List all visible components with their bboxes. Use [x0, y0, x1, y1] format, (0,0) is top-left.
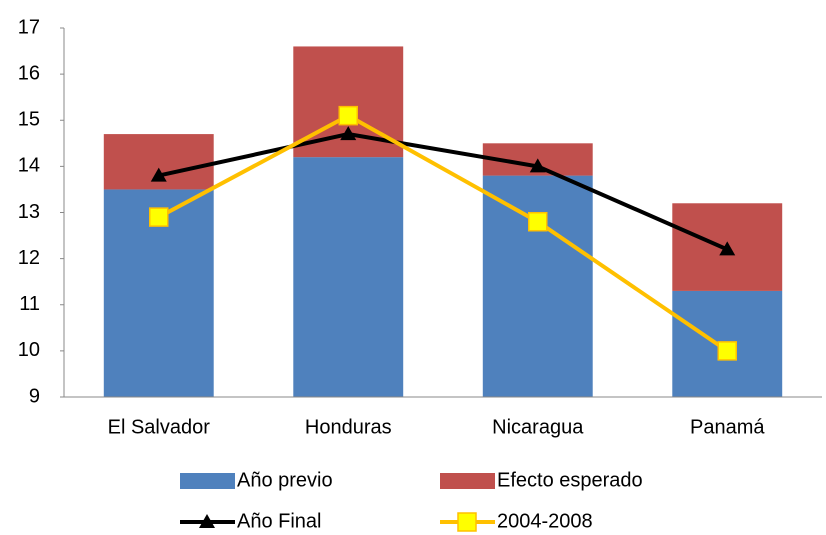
legend-swatch: [440, 473, 495, 489]
marker: [529, 158, 546, 173]
y-tick-label: 15: [18, 109, 40, 131]
marker: [199, 514, 215, 528]
x-tick-label: Nicaragua: [492, 416, 584, 438]
legend-label: Año previo: [237, 469, 333, 491]
legend-swatch: [180, 473, 235, 489]
line: [157, 113, 729, 353]
marker: [528, 211, 548, 232]
marker: [150, 167, 167, 182]
marker: [719, 241, 736, 256]
y-tick-label: 11: [19, 293, 40, 315]
x-tick-label: El Salvador: [108, 416, 211, 438]
marker: [340, 126, 357, 141]
y-tick-label: 14: [18, 155, 40, 177]
y-tick-label: 13: [18, 201, 40, 223]
y-tick-label: 12: [18, 247, 40, 269]
y-tick-label: 17: [18, 16, 40, 38]
marker: [149, 207, 169, 227]
legend-label: Año Final: [237, 510, 322, 532]
line: [158, 132, 729, 252]
y-tick-label: 9: [29, 385, 40, 407]
marker: [717, 341, 737, 361]
legend-label: 2004-2008: [497, 510, 593, 532]
marker: [338, 105, 358, 126]
marker: [457, 512, 477, 532]
bar: [293, 157, 404, 397]
y-tick-label: 16: [18, 62, 40, 84]
x-tick-label: Honduras: [305, 416, 392, 438]
bar: [482, 175, 593, 397]
legend-label: Efecto esperado: [497, 469, 643, 491]
x-tick-label: Panamá: [690, 416, 765, 438]
y-tick-label: 10: [18, 339, 40, 361]
